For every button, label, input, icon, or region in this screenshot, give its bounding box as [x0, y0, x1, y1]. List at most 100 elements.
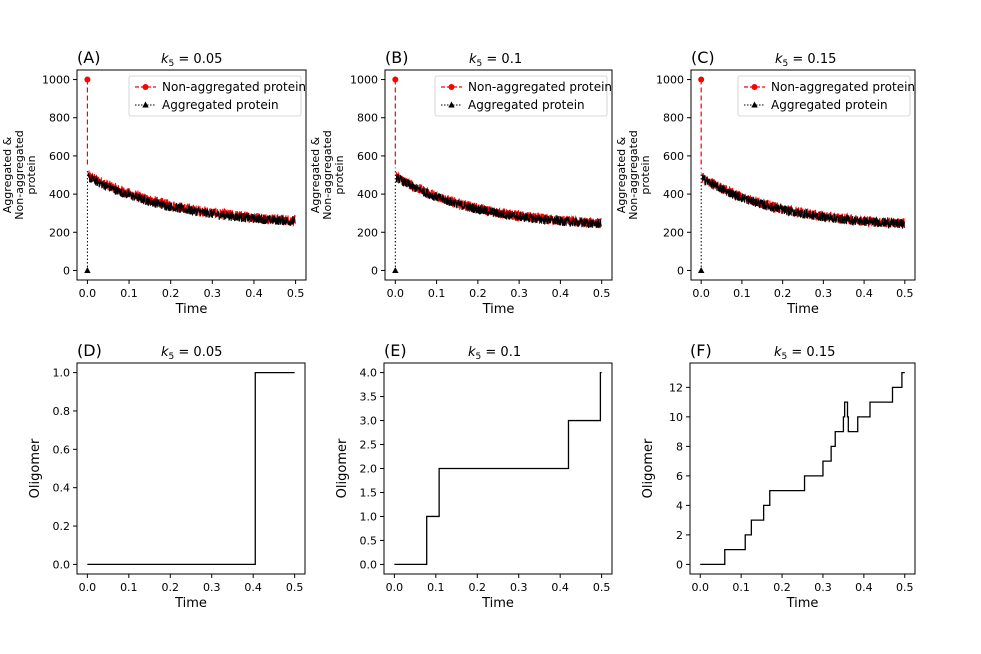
title-param: k: [161, 52, 169, 67]
x-tick-label: 0.5: [286, 581, 304, 594]
y-axis-label-line: Non-aggregated: [321, 130, 334, 219]
y-tick-label: 800: [663, 112, 684, 125]
legend-non-aggregated-label: Non-aggregated protein: [468, 80, 612, 94]
panel-letter: (F): [690, 341, 712, 360]
y-tick-label: 0.2: [53, 520, 71, 533]
plot-area: [86, 79, 296, 271]
oligomer-step-series: [87, 371, 295, 566]
axes-frame: [76, 362, 306, 575]
y-tick-label: 6: [676, 470, 683, 483]
y-tick-label: 10: [669, 411, 683, 424]
x-tick-label: 0.0: [691, 581, 709, 594]
y-tick-label: 4.0: [360, 367, 378, 380]
aggregated-series: [87, 172, 296, 226]
plot-area: [700, 371, 905, 566]
y-tick-label: 3.5: [360, 391, 378, 404]
legend-aggregated-marker: [142, 101, 149, 108]
y-tick-label: 0.4: [53, 482, 71, 495]
x-tick-label: 0.0: [692, 287, 710, 300]
title-subscript: 5: [783, 59, 789, 69]
non-aggregated-start-marker: [392, 76, 399, 83]
panel-title: k5 = 0.05: [161, 345, 222, 362]
plot-area: [87, 371, 295, 566]
plot-area: [394, 371, 602, 566]
y-tick-label: 600: [663, 150, 684, 163]
legend-box: [434, 75, 608, 117]
y-tick-label: 200: [357, 226, 378, 239]
y-tick-label: 0.6: [53, 443, 71, 456]
aggregated-start-marker: [697, 266, 705, 273]
aggregated-series: [701, 174, 905, 230]
y-axis-label-line: protein: [333, 155, 346, 194]
panel-c: (C) k5 = 0.15 Non-aggregated protein Aggreg…: [615, 48, 916, 317]
axes-frame: [76, 69, 307, 281]
y-tick-label: 1000: [42, 74, 70, 87]
title-value: = 0.1: [481, 345, 521, 360]
legend-box: [128, 75, 302, 117]
x-tick-label: 0.2: [162, 287, 180, 300]
x-tick-label: 0.3: [510, 581, 528, 594]
panel-b: (B) k5 = 0.1 Non-aggregated protein Aggrega…: [309, 48, 613, 317]
y-tick-label: 400: [357, 188, 378, 201]
y-tick-label: 200: [49, 226, 70, 239]
title-param: k: [469, 52, 477, 67]
panel-letter: (B): [385, 48, 408, 67]
x-axis-label: Time: [786, 302, 819, 317]
panel-title: k5 = 0.15: [775, 52, 836, 69]
x-tick-label: 0.0: [79, 287, 97, 300]
legend-aggregated-marker: [448, 101, 455, 108]
x-tick-label: 0.2: [774, 287, 792, 300]
y-tick-label: 2: [676, 529, 683, 542]
plot-area: [700, 79, 905, 271]
aggregated-start-marker: [84, 266, 91, 273]
x-axis-label: Time: [175, 302, 208, 317]
y-tick-label: 400: [49, 188, 70, 201]
aggregated-start-marker: [392, 266, 399, 273]
panel-letter: (D): [77, 341, 102, 360]
x-axis-label: Time: [482, 302, 515, 317]
plot-area: [394, 79, 602, 271]
y-tick-label: 0.0: [53, 558, 71, 571]
legend: Non-aggregated protein Aggregated protein: [434, 75, 612, 117]
x-tick-label: 0.5: [593, 581, 611, 594]
title-value: = 0.15: [787, 345, 835, 360]
y-tick-label: 400: [663, 188, 684, 201]
legend: Non-aggregated protein Aggregated protein: [737, 75, 915, 117]
title-subscript: 5: [169, 59, 175, 69]
y-tick-label: 600: [49, 150, 70, 163]
y-tick-label: 8: [676, 440, 683, 453]
title-subscript: 5: [782, 352, 788, 362]
title-value: = 0.1: [482, 52, 522, 67]
y-tick-label: 1000: [350, 74, 378, 87]
title-subscript: 5: [477, 59, 483, 69]
y-tick-label: 600: [357, 150, 378, 163]
y-tick-label: 800: [49, 112, 70, 125]
x-tick-label: 0.5: [896, 287, 914, 300]
legend-aggregated-label: Aggregated protein: [162, 98, 279, 112]
x-tick-label: 0.4: [855, 287, 873, 300]
y-axis-label-line: Non-aggregated: [627, 130, 640, 219]
title-param: k: [774, 345, 782, 360]
x-tick-label: 0.5: [593, 287, 611, 300]
panel-e: (E) k5 = 0.1 0.0 0.1 0.2 0.3 0.4 0.5 0.0 0.5 1.0 1.…: [335, 341, 613, 611]
x-tick-label: 0.0: [387, 287, 405, 300]
x-tick-label: 0.1: [733, 287, 751, 300]
axes-frame: [689, 362, 916, 575]
y-tick-label: 0.8: [53, 405, 71, 418]
panel-a: (A) k5 = 0.05 Non-aggregated protein Aggreg…: [1, 48, 307, 317]
y-tick-label: 0.0: [360, 558, 378, 571]
legend-non-aggregated-marker: [142, 84, 149, 90]
x-tick-label: 0.1: [427, 581, 445, 594]
y-tick-label: 1.0: [360, 510, 378, 523]
title-value: = 0.15: [788, 52, 836, 67]
y-tick-label: 0: [677, 264, 684, 277]
y-tick-label: 800: [357, 112, 378, 125]
y-axis-label: Oligomer: [335, 438, 350, 498]
panel-letter: (C): [691, 48, 715, 67]
oligomer-step-series: [394, 371, 602, 566]
x-tick-label: 0.3: [814, 581, 832, 594]
y-tick-label: 1.0: [53, 367, 71, 380]
title-param: k: [775, 52, 783, 67]
x-tick-label: 0.4: [552, 287, 570, 300]
y-tick-label: 2.5: [360, 439, 378, 452]
